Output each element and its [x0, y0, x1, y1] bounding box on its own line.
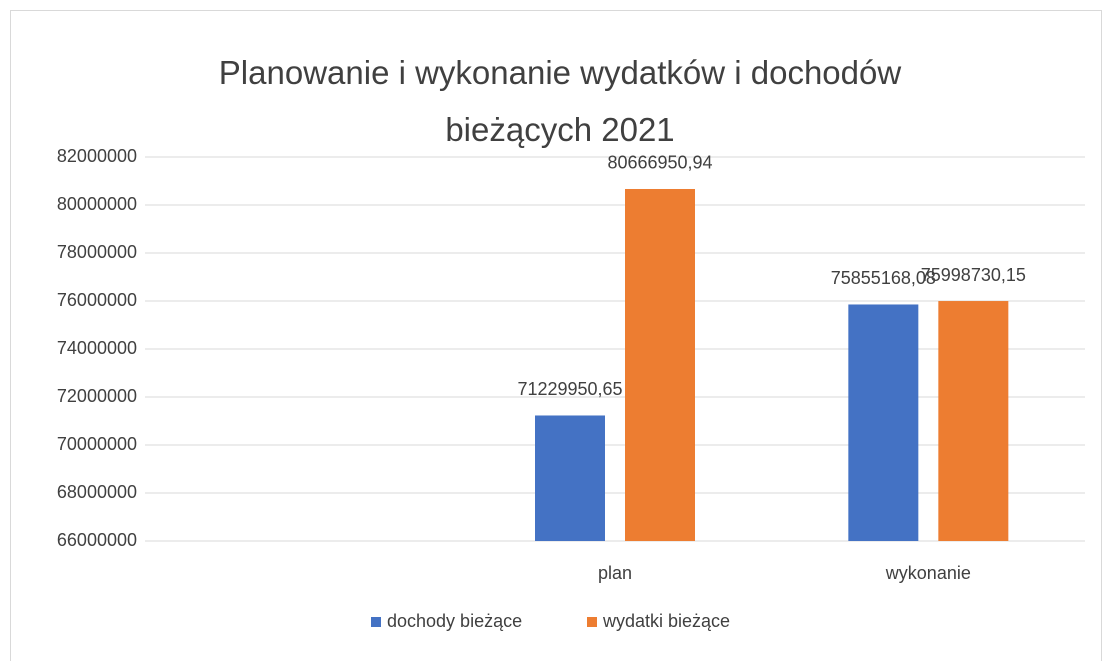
y-tick-label: 82000000: [57, 146, 137, 166]
value-label: 75855168,08: [831, 268, 936, 288]
y-tick-label: 66000000: [57, 530, 137, 550]
value-label: 80666950,94: [607, 153, 712, 173]
bar: [938, 301, 1009, 541]
value-label: 75998730,15: [921, 265, 1026, 285]
value-label: 71229950,65: [517, 379, 622, 399]
y-tick-label: 70000000: [57, 434, 137, 454]
y-tick-label: 76000000: [57, 290, 137, 310]
y-tick-label: 72000000: [57, 386, 137, 406]
x-tick-label: wykonanie: [885, 563, 971, 583]
chart-title: Planowanie i wykonanie wydatków i dochod…: [218, 54, 902, 148]
legend-swatch: [587, 617, 597, 627]
y-tick-label: 74000000: [57, 338, 137, 358]
y-tick-label: 78000000: [57, 242, 137, 262]
bar: [848, 304, 919, 541]
x-tick-label: plan: [598, 563, 632, 583]
legend-label: dochody bieżące: [387, 611, 522, 631]
legend-swatch: [371, 617, 381, 627]
legend-label: wydatki bieżące: [602, 611, 730, 631]
y-tick-label: 80000000: [57, 194, 137, 214]
y-tick-label: 68000000: [57, 482, 137, 502]
chart-border: [10, 10, 1102, 661]
bar: [535, 415, 605, 541]
bar: [625, 188, 695, 542]
